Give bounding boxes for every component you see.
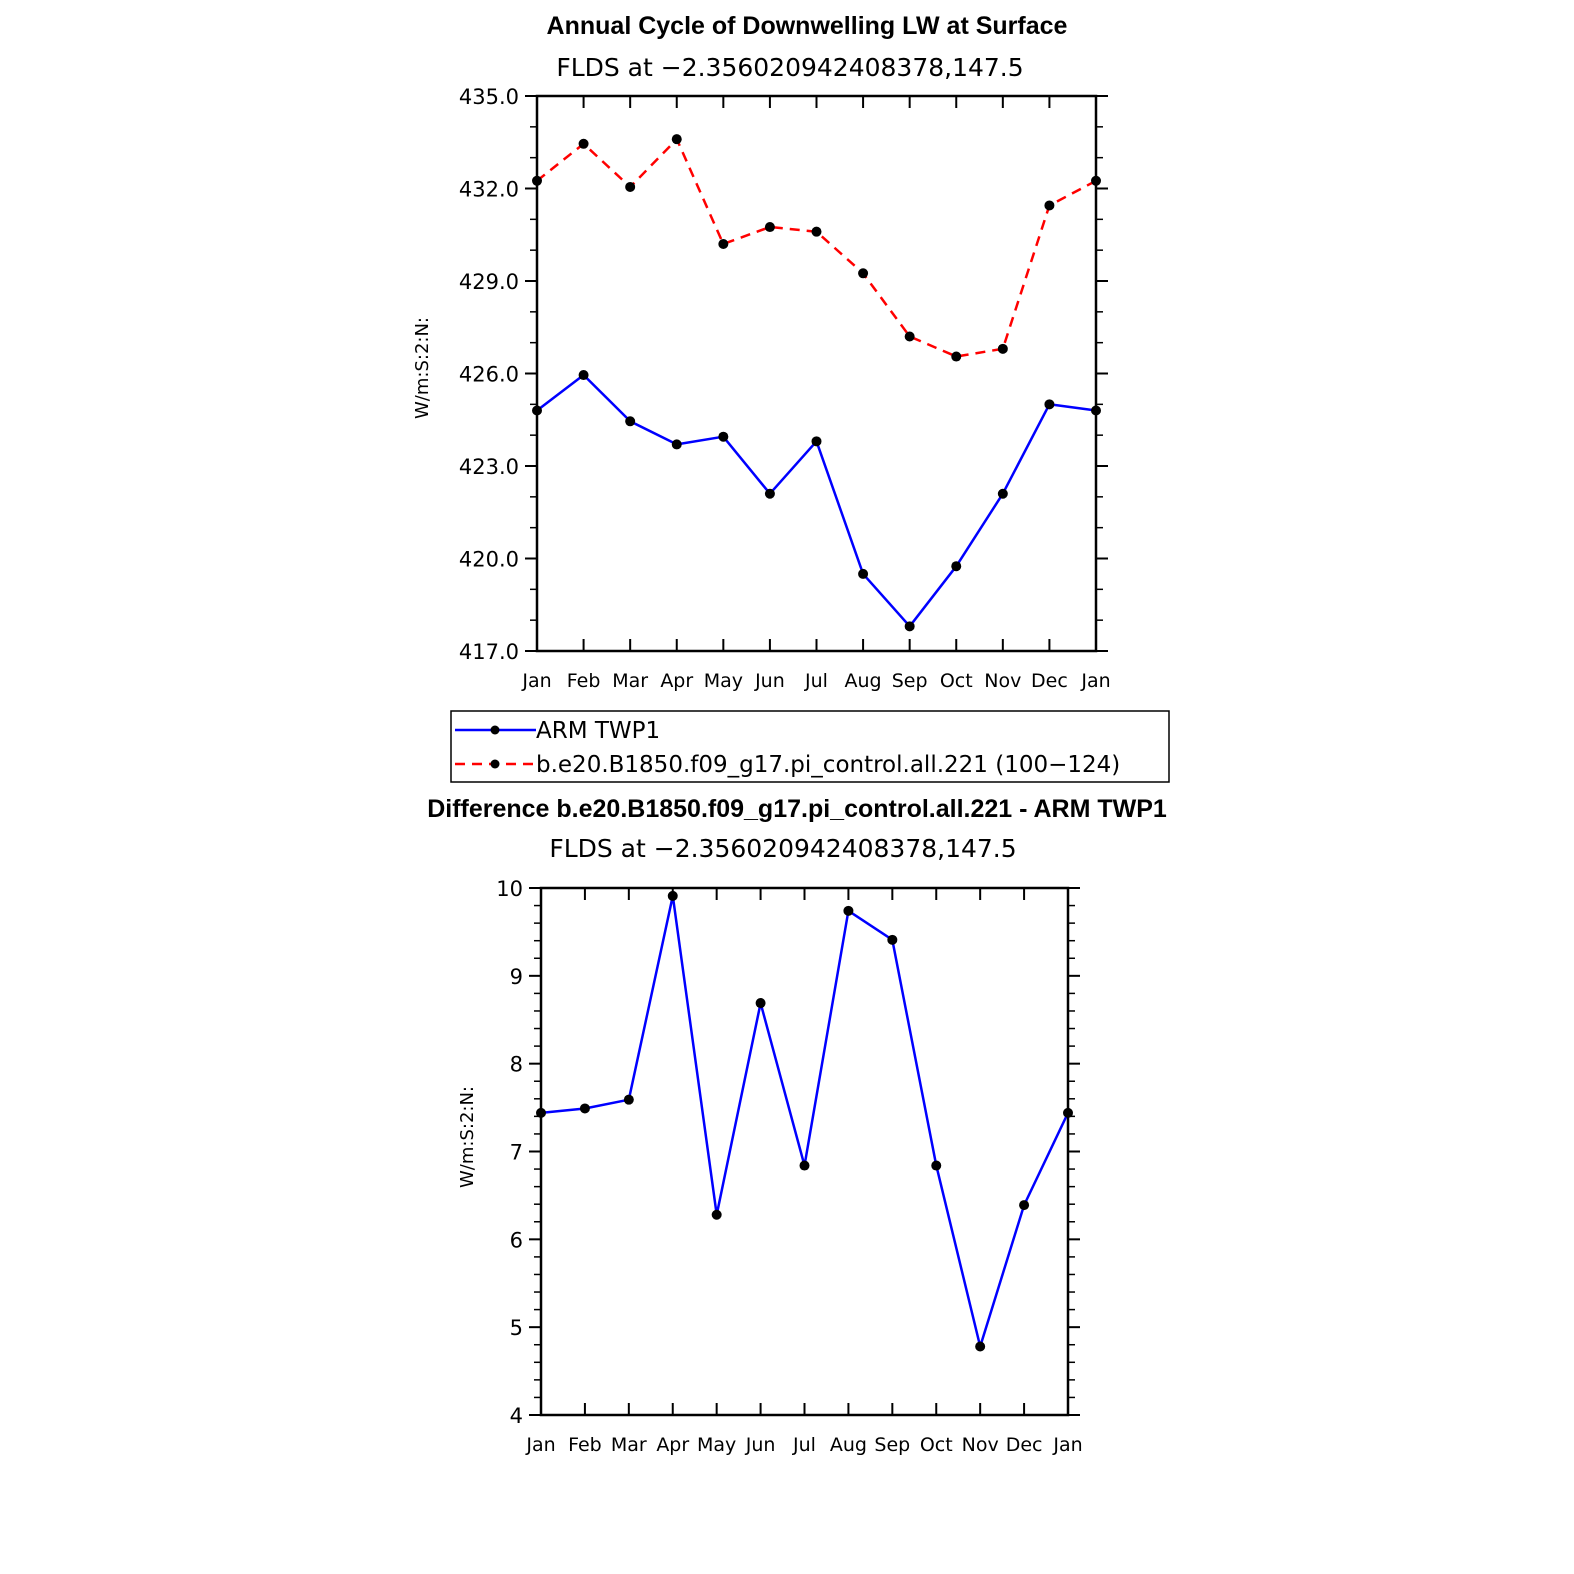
bottom-ytick-label: 6 [510, 1228, 523, 1252]
top-ytick-label: 432.0 [459, 178, 519, 202]
top-series-1-point [1044, 200, 1055, 211]
top-chart-title: Annual Cycle of Downwelling LW at Surfac… [547, 12, 1068, 40]
bottom-xtick-label: Feb [568, 1434, 602, 1456]
bottom-ytick-label: 5 [510, 1316, 523, 1340]
bottom-xtick-label: Apr [656, 1434, 689, 1456]
top-xtick-label: Jul [804, 670, 828, 692]
bottom-series-0-point [579, 1103, 590, 1114]
top-series-0-point [625, 416, 636, 427]
top-ytick-label: 417.0 [459, 640, 519, 664]
top-series-line-0 [536, 373, 1097, 628]
top-series-0-point [811, 436, 822, 447]
bottom-xtick-label: Jan [525, 1434, 555, 1456]
top-xtick-label: Apr [660, 670, 693, 692]
top-xtick-label: Mar [612, 670, 648, 692]
top-xtick-label: Sep [892, 670, 928, 692]
top-chart-plot: Jan Feb Mar Apr May Jun Jul Aug Sep Oct Nov Dec Jan4… [459, 85, 1111, 692]
top-xtick-label: Dec [1031, 670, 1068, 692]
bottom-ytick-label: 8 [510, 1053, 523, 1077]
bottom-chart-ylabel: W/m:S:2:N: [457, 1086, 478, 1188]
top-xtick-label: Oct [940, 670, 973, 692]
top-series-0-point [718, 431, 729, 442]
bottom-series-0-point [1063, 1107, 1073, 1118]
legend-marker-arm [490, 725, 500, 735]
bottom-series-0-point [975, 1341, 986, 1352]
top-series-1-point [625, 181, 636, 192]
top-series-1-point [718, 239, 729, 249]
top-series-line-1 [536, 137, 1097, 358]
top-series-1-point [951, 351, 962, 362]
legend-label-model: b.e20.B1850.f09_g17.pi_control.all.221 (… [536, 752, 1120, 778]
bottom-series-0-point [711, 1209, 722, 1220]
top-ytick-label: 435.0 [459, 85, 519, 109]
top-ytick-label: 420.0 [459, 548, 519, 572]
top-series-0-point [951, 561, 962, 572]
top-series-0-point [532, 405, 542, 416]
top-ytick-label: 429.0 [459, 270, 519, 294]
top-series-1-point [997, 343, 1008, 354]
bottom-xtick-label: Jan [1052, 1434, 1082, 1456]
top-xtick-label: Feb [567, 670, 601, 692]
bottom-ytick-label: 9 [510, 965, 523, 989]
bottom-xtick-label: Nov [962, 1434, 999, 1456]
bottom-series-0-point [623, 1094, 634, 1105]
top-series-1-point [904, 331, 915, 342]
top-series-1-point [1091, 175, 1101, 186]
top-xtick-label: Jan [1080, 670, 1110, 692]
top-xtick-label: Jun [754, 670, 785, 692]
bottom-series-line-0 [540, 894, 1070, 1348]
bottom-xtick-label: Jul [792, 1434, 816, 1456]
top-series-0-point [904, 621, 915, 632]
top-series-0-point [1091, 405, 1101, 416]
top-xtick-label: Aug [845, 670, 882, 692]
bottom-chart-subtitle: FLDS at −2.356020942408378,147.5 [549, 834, 1016, 863]
top-series-1-point [578, 138, 589, 149]
legend-box [450, 710, 1170, 783]
top-xtick-label: Nov [984, 670, 1021, 692]
top-series-1-point [764, 222, 775, 233]
top-ytick-label: 426.0 [459, 363, 519, 387]
top-ytick-label: 423.0 [459, 455, 519, 479]
top-chart-subtitle: FLDS at −2.356020942408378,147.5 [556, 53, 1023, 82]
bottom-ytick-label: 4 [510, 1404, 523, 1428]
bottom-xtick-label: May [697, 1434, 736, 1456]
top-series-0-point [671, 439, 682, 450]
top-xtick-label: May [704, 670, 743, 692]
legend-label-arm: ARM TWP1 [536, 718, 660, 744]
bottom-ytick-label: 7 [510, 1141, 523, 1165]
bottom-series-0-point [843, 905, 854, 916]
top-series-0-point [858, 568, 869, 579]
top-series-1-point [671, 134, 682, 145]
bottom-xtick-label: Jun [745, 1434, 776, 1456]
bottom-xtick-label: Oct [920, 1434, 953, 1456]
top-series-0-point [764, 488, 775, 499]
bottom-xtick-label: Dec [1006, 1434, 1043, 1456]
bottom-series-0-point [755, 998, 766, 1009]
bottom-series-0-point [667, 890, 678, 901]
legend-marker-model [490, 759, 500, 769]
bottom-series-0-point [887, 934, 898, 945]
top-series-1-point [811, 226, 822, 237]
top-series-1-point [858, 268, 869, 279]
bottom-ytick-label: 10 [496, 877, 523, 901]
top-series-0-point [997, 488, 1008, 499]
legend: ARM TWP1 b.e20.B1850.f09_g17.pi_control.… [450, 710, 1170, 783]
bottom-xtick-label: Mar [611, 1434, 647, 1456]
top-series-0-point [578, 370, 589, 381]
bottom-series-0-point [1019, 1200, 1030, 1211]
bottom-plot-frame [539, 886, 1070, 1417]
top-xtick-label: Jan [521, 670, 551, 692]
bottom-chart-plot: Jan Feb Mar Apr May Jun Jul Aug Sep Oct Nov Dec Jan4… [496, 877, 1082, 1456]
top-series-1-point [532, 175, 542, 186]
bottom-xtick-label: Aug [830, 1434, 867, 1456]
top-chart-ylabel: W/m:S:2:N: [412, 317, 433, 419]
bottom-xtick-label: Sep [874, 1434, 910, 1456]
bottom-series-0-point [536, 1107, 546, 1118]
bottom-series-0-point [931, 1160, 942, 1171]
top-series-0-point [1044, 399, 1055, 410]
bottom-series-0-point [799, 1160, 810, 1171]
bottom-chart-title: Difference b.e20.B1850.f09_g17.pi_contro… [427, 795, 1167, 823]
